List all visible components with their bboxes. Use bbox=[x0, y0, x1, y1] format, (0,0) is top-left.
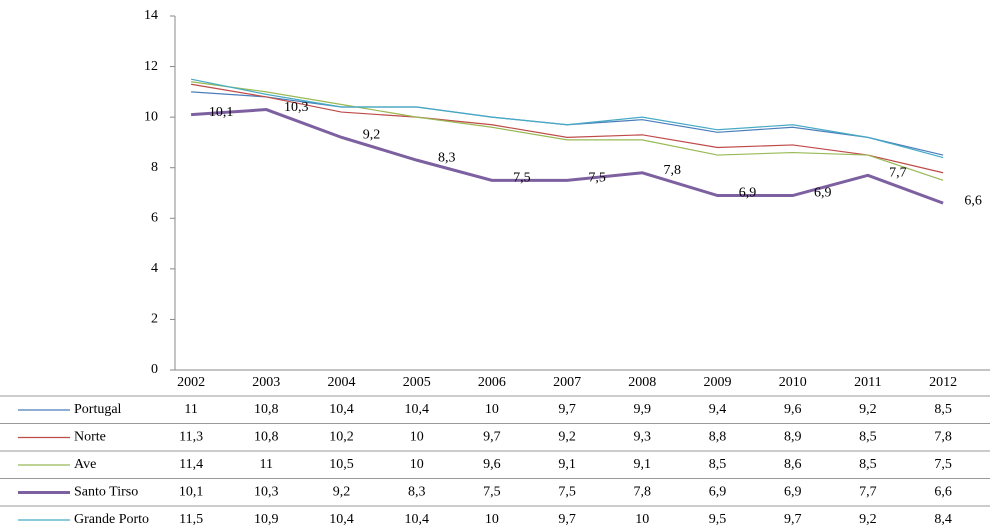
legend-label: Grande Porto bbox=[74, 512, 149, 527]
data-label: 7,7 bbox=[889, 166, 907, 181]
series-line bbox=[190, 108, 944, 205]
x-tick-label: 2006 bbox=[478, 375, 506, 390]
table-cell: 9,7 bbox=[483, 430, 501, 445]
table-cell: 9,6 bbox=[784, 402, 802, 417]
table-cell: 6,6 bbox=[934, 485, 952, 500]
table-cell: 6,9 bbox=[784, 485, 802, 500]
table-cell: 10,4 bbox=[404, 512, 429, 527]
table-cell: 9,1 bbox=[634, 457, 652, 472]
table-cell: 8,3 bbox=[408, 485, 426, 500]
table-cell: 9,3 bbox=[634, 430, 652, 445]
table-cell: 8,6 bbox=[784, 457, 802, 472]
table-cell: 10,3 bbox=[254, 485, 279, 500]
table-cell: 10 bbox=[485, 402, 499, 417]
data-label: 7,8 bbox=[664, 163, 682, 178]
table-cell: 9,9 bbox=[634, 402, 652, 417]
legend-label: Santo Tirso bbox=[74, 485, 138, 500]
table-cell: 9,7 bbox=[784, 512, 802, 527]
table-cell: 11,3 bbox=[179, 430, 203, 445]
y-tick-label: 12 bbox=[144, 59, 158, 74]
y-tick-label: 8 bbox=[151, 160, 158, 175]
table-cell: 10,4 bbox=[329, 402, 354, 417]
table-cell: 10,4 bbox=[404, 402, 429, 417]
table-cell: 11,5 bbox=[179, 512, 203, 527]
table-cell: 9,6 bbox=[483, 457, 501, 472]
table-cell: 8,4 bbox=[934, 512, 952, 527]
x-tick-label: 2002 bbox=[177, 375, 205, 390]
table-cell: 10 bbox=[485, 512, 499, 527]
y-tick-label: 4 bbox=[151, 261, 158, 276]
table-cell: 8,8 bbox=[709, 430, 727, 445]
table-cell: 11 bbox=[184, 402, 197, 417]
table-cell: 10,5 bbox=[329, 457, 354, 472]
data-label: 6,9 bbox=[739, 186, 757, 201]
data-label: 6,9 bbox=[814, 186, 832, 201]
table-cell: 11,4 bbox=[179, 457, 203, 472]
table-cell: 10,9 bbox=[254, 512, 279, 527]
data-label: 7,5 bbox=[588, 171, 606, 186]
table-cell: 10,2 bbox=[329, 430, 354, 445]
series-line bbox=[190, 78, 944, 159]
x-tick-label: 2009 bbox=[704, 375, 732, 390]
table-cell: 7,5 bbox=[934, 457, 952, 472]
table-cell: 9,4 bbox=[709, 402, 727, 417]
table-cell: 8,5 bbox=[859, 430, 877, 445]
data-label: 10,3 bbox=[284, 100, 309, 115]
y-tick-label: 2 bbox=[151, 312, 158, 327]
data-label: 10,1 bbox=[209, 105, 234, 120]
legend-label: Ave bbox=[74, 457, 96, 472]
table-cell: 10 bbox=[410, 457, 424, 472]
table-cell: 9,2 bbox=[558, 430, 576, 445]
table-cell: 8,5 bbox=[859, 457, 877, 472]
x-tick-label: 2007 bbox=[553, 375, 581, 390]
table-cell: 9,2 bbox=[333, 485, 351, 500]
table-cell: 8,9 bbox=[784, 430, 802, 445]
table-cell: 7,5 bbox=[483, 485, 501, 500]
table-cell: 7,5 bbox=[558, 485, 576, 500]
series-line bbox=[191, 81, 944, 181]
table-cell: 7,8 bbox=[934, 430, 952, 445]
table-cell: 9,7 bbox=[558, 512, 576, 527]
data-label: 9,2 bbox=[363, 128, 381, 143]
table-cell: 7,7 bbox=[859, 485, 877, 500]
legend-label: Portugal bbox=[74, 402, 122, 417]
x-tick-label: 2011 bbox=[854, 375, 881, 390]
table-cell: 10,4 bbox=[329, 512, 354, 527]
table-cell: 6,9 bbox=[709, 485, 727, 500]
table-cell: 9,2 bbox=[859, 512, 877, 527]
table-cell: 9,2 bbox=[859, 402, 877, 417]
x-tick-label: 2012 bbox=[929, 375, 957, 390]
table-cell: 9,5 bbox=[709, 512, 727, 527]
legend-label: Norte bbox=[74, 430, 106, 445]
y-tick-label: 10 bbox=[144, 109, 158, 124]
table-cell: 10 bbox=[635, 512, 649, 527]
table-cell: 10,8 bbox=[254, 402, 279, 417]
table-cell: 10,1 bbox=[179, 485, 204, 500]
table-cell: 8,5 bbox=[934, 402, 952, 417]
table-cell: 7,8 bbox=[634, 485, 652, 500]
table-cell: 11 bbox=[260, 457, 273, 472]
data-label: 8,3 bbox=[438, 150, 456, 165]
table-cell: 10,8 bbox=[254, 430, 279, 445]
y-tick-label: 14 bbox=[144, 8, 158, 23]
x-tick-label: 2003 bbox=[252, 375, 280, 390]
data-label: 6,6 bbox=[964, 193, 982, 208]
series-line bbox=[191, 83, 944, 174]
table-cell: 9,7 bbox=[558, 402, 576, 417]
x-tick-label: 2010 bbox=[779, 375, 807, 390]
y-tick-label: 0 bbox=[151, 362, 158, 377]
table-cell: 10 bbox=[410, 430, 424, 445]
x-tick-label: 2005 bbox=[403, 375, 431, 390]
table-cell: 8,5 bbox=[709, 457, 727, 472]
table-cell: 9,1 bbox=[558, 457, 576, 472]
x-tick-label: 2004 bbox=[328, 375, 356, 390]
data-label: 7,5 bbox=[513, 171, 531, 186]
x-tick-label: 2008 bbox=[628, 375, 656, 390]
y-tick-label: 6 bbox=[151, 211, 158, 226]
